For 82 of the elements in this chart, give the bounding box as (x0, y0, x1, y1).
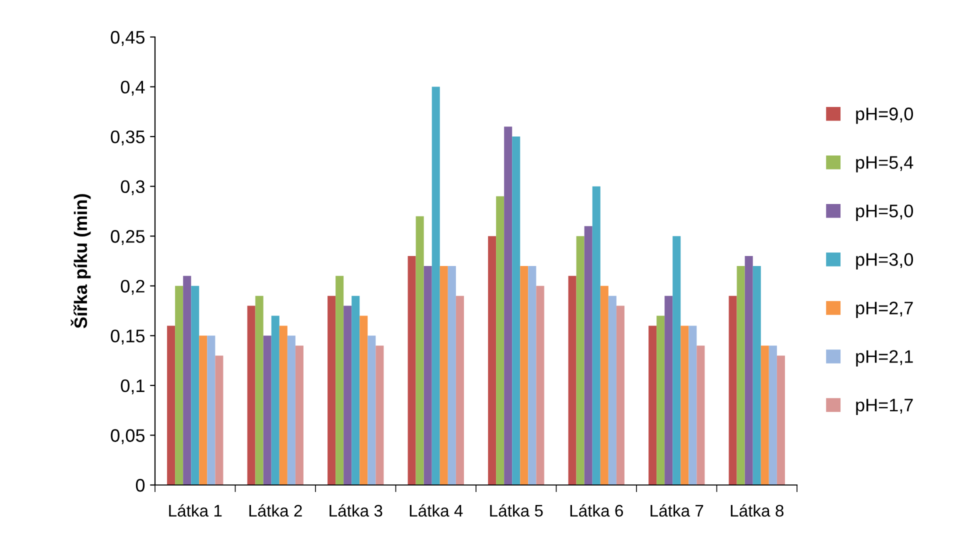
bar (664, 296, 673, 485)
bar (295, 346, 304, 485)
bar (336, 276, 344, 485)
y-tick-label: 0,15 (110, 330, 145, 345)
y-tick-label: 0 (136, 478, 145, 492)
bar (760, 346, 769, 485)
bar (191, 286, 200, 485)
bar (271, 316, 280, 485)
x-tick-label: Látka 2 (249, 504, 302, 517)
y-tick-label: 0,1 (120, 379, 144, 394)
y-tick-label: 0,05 (110, 429, 145, 444)
x-tick-label: Látka 8 (730, 504, 784, 517)
bar (568, 276, 576, 485)
bar (456, 296, 464, 485)
bar (183, 276, 192, 485)
bar (616, 306, 624, 485)
bar (448, 266, 456, 485)
bar (752, 266, 761, 485)
legend-label: pH=5,0 (856, 204, 913, 221)
bar (600, 286, 608, 485)
bar (424, 266, 432, 485)
legend-label: pH=2,7 (856, 302, 913, 318)
bar (528, 266, 536, 485)
bar (520, 266, 528, 485)
bar (352, 296, 360, 485)
y-tick-label: 0,45 (110, 30, 145, 46)
bar (656, 316, 665, 485)
bar (736, 266, 745, 485)
bar (175, 286, 184, 485)
bar (696, 346, 705, 485)
bar (376, 346, 384, 485)
y-tick-label: 0,4 (120, 80, 145, 96)
bar (408, 256, 416, 485)
bar (768, 346, 777, 485)
bar (344, 306, 352, 485)
bar (167, 326, 176, 485)
bar (360, 316, 368, 485)
bar (592, 186, 600, 485)
bar (608, 296, 616, 485)
x-tick-label: Látka 5 (490, 504, 543, 517)
bar (263, 336, 272, 485)
bar (328, 296, 336, 485)
bar (287, 336, 296, 485)
y-tick-label: 0,25 (110, 230, 145, 245)
legend-label: pH=5,4 (856, 156, 914, 172)
bar (648, 326, 657, 485)
bar (279, 326, 288, 485)
bar (576, 236, 584, 485)
x-tick-label: Látka 7 (650, 504, 704, 517)
bar (432, 86, 440, 485)
bar (368, 336, 376, 485)
x-tick-label: Látka 4 (410, 504, 463, 517)
y-axis-title: Šířka píku (min) (70, 194, 91, 328)
bar (680, 326, 689, 485)
y-tick-label: 0,35 (110, 130, 145, 146)
bar (728, 296, 737, 485)
bar (215, 356, 224, 485)
bar (512, 136, 520, 485)
legend-label: pH=3,0 (856, 253, 913, 270)
bar (440, 266, 448, 485)
bar (688, 326, 697, 485)
bar (416, 216, 424, 485)
bar (496, 196, 504, 485)
bar (744, 256, 753, 485)
legend-label: pH=2,1 (856, 350, 913, 367)
bar (776, 356, 785, 485)
x-tick-label: Látka 1 (169, 504, 222, 517)
bar (488, 236, 496, 485)
legend-label: pH=1,7 (856, 398, 913, 416)
y-tick-label: 0,2 (120, 280, 144, 295)
legend-label: pH=9,0 (856, 108, 913, 124)
bar (672, 236, 681, 485)
bar (255, 296, 264, 485)
bar (199, 336, 208, 485)
bar (207, 336, 216, 485)
bar (584, 226, 592, 485)
bar (504, 126, 512, 485)
x-tick-label: Látka 6 (570, 504, 623, 517)
bar (536, 286, 544, 485)
x-tick-label: Látka 3 (330, 504, 382, 517)
bar (247, 306, 256, 485)
y-tick-label: 0,3 (120, 180, 144, 196)
